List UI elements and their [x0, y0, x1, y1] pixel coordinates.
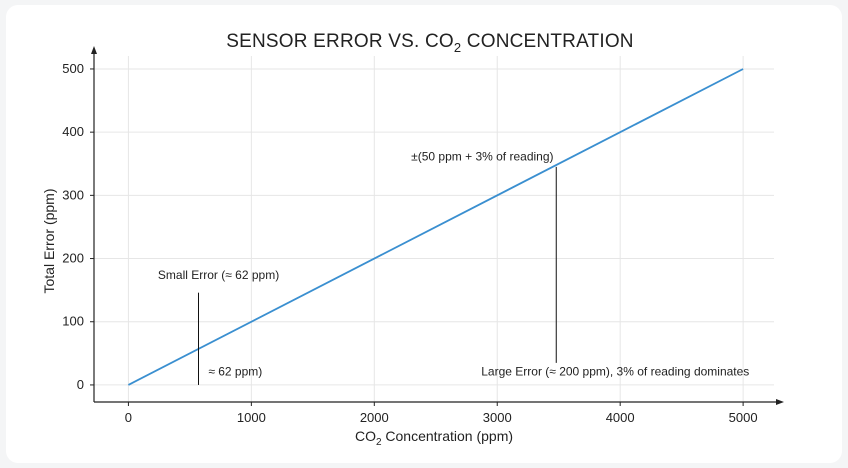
chart-title-subscript: 2: [454, 40, 461, 55]
x-tick-label: 2000: [360, 410, 389, 425]
grid: [94, 56, 774, 402]
annotation-text: ≈ 62 ppm): [208, 364, 262, 378]
series: [127, 68, 744, 386]
x-tick-label: 0: [125, 410, 132, 425]
annotation-text: Small Error (≈ 62 ppm): [158, 268, 279, 282]
x-tick-label: 5000: [729, 410, 758, 425]
annotations: ±(50 ppm + 3% of reading) Small Error (≈ …: [158, 150, 749, 385]
y-tick-label: 200: [62, 251, 84, 266]
x-axis-arrow: [776, 399, 784, 405]
x-axis-label: CO2 Concentration (ppm): [355, 428, 513, 448]
y-tick-label: 400: [62, 124, 84, 139]
y-axis-label: Total Error (ppm): [41, 188, 57, 293]
x-tick-label: 1000: [237, 410, 266, 425]
x-axis-label-subscript: 2: [376, 437, 382, 448]
line-chart: SENSOR ERROR VS. CO2 CONCENTRATION 0 1000…: [41, 31, 784, 448]
x-tick-label: 4000: [606, 410, 635, 425]
chart-title: SENSOR ERROR VS. CO2 CONCENTRATION: [226, 31, 633, 55]
y-tick-label: 500: [62, 61, 84, 76]
annotation-text: ±(50 ppm + 3% of reading): [411, 150, 553, 164]
x-tick-label: 3000: [483, 410, 512, 425]
y-axis-arrow: [91, 46, 97, 54]
y-tick-label: 100: [62, 314, 84, 329]
ticks: 0 1000 2000 3000 4000 5000 0 100 200 300 400 500: [62, 61, 757, 425]
y-tick-label: 300: [62, 187, 84, 202]
axes: [91, 46, 784, 405]
chart-panel: SENSOR ERROR VS. CO2 CONCENTRATION 0 1000…: [6, 5, 842, 463]
y-tick-label: 0: [77, 377, 84, 392]
annotation-text: Large Error (≈ 200 ppm), 3% of reading d…: [481, 364, 749, 378]
error-line: [127, 68, 744, 386]
